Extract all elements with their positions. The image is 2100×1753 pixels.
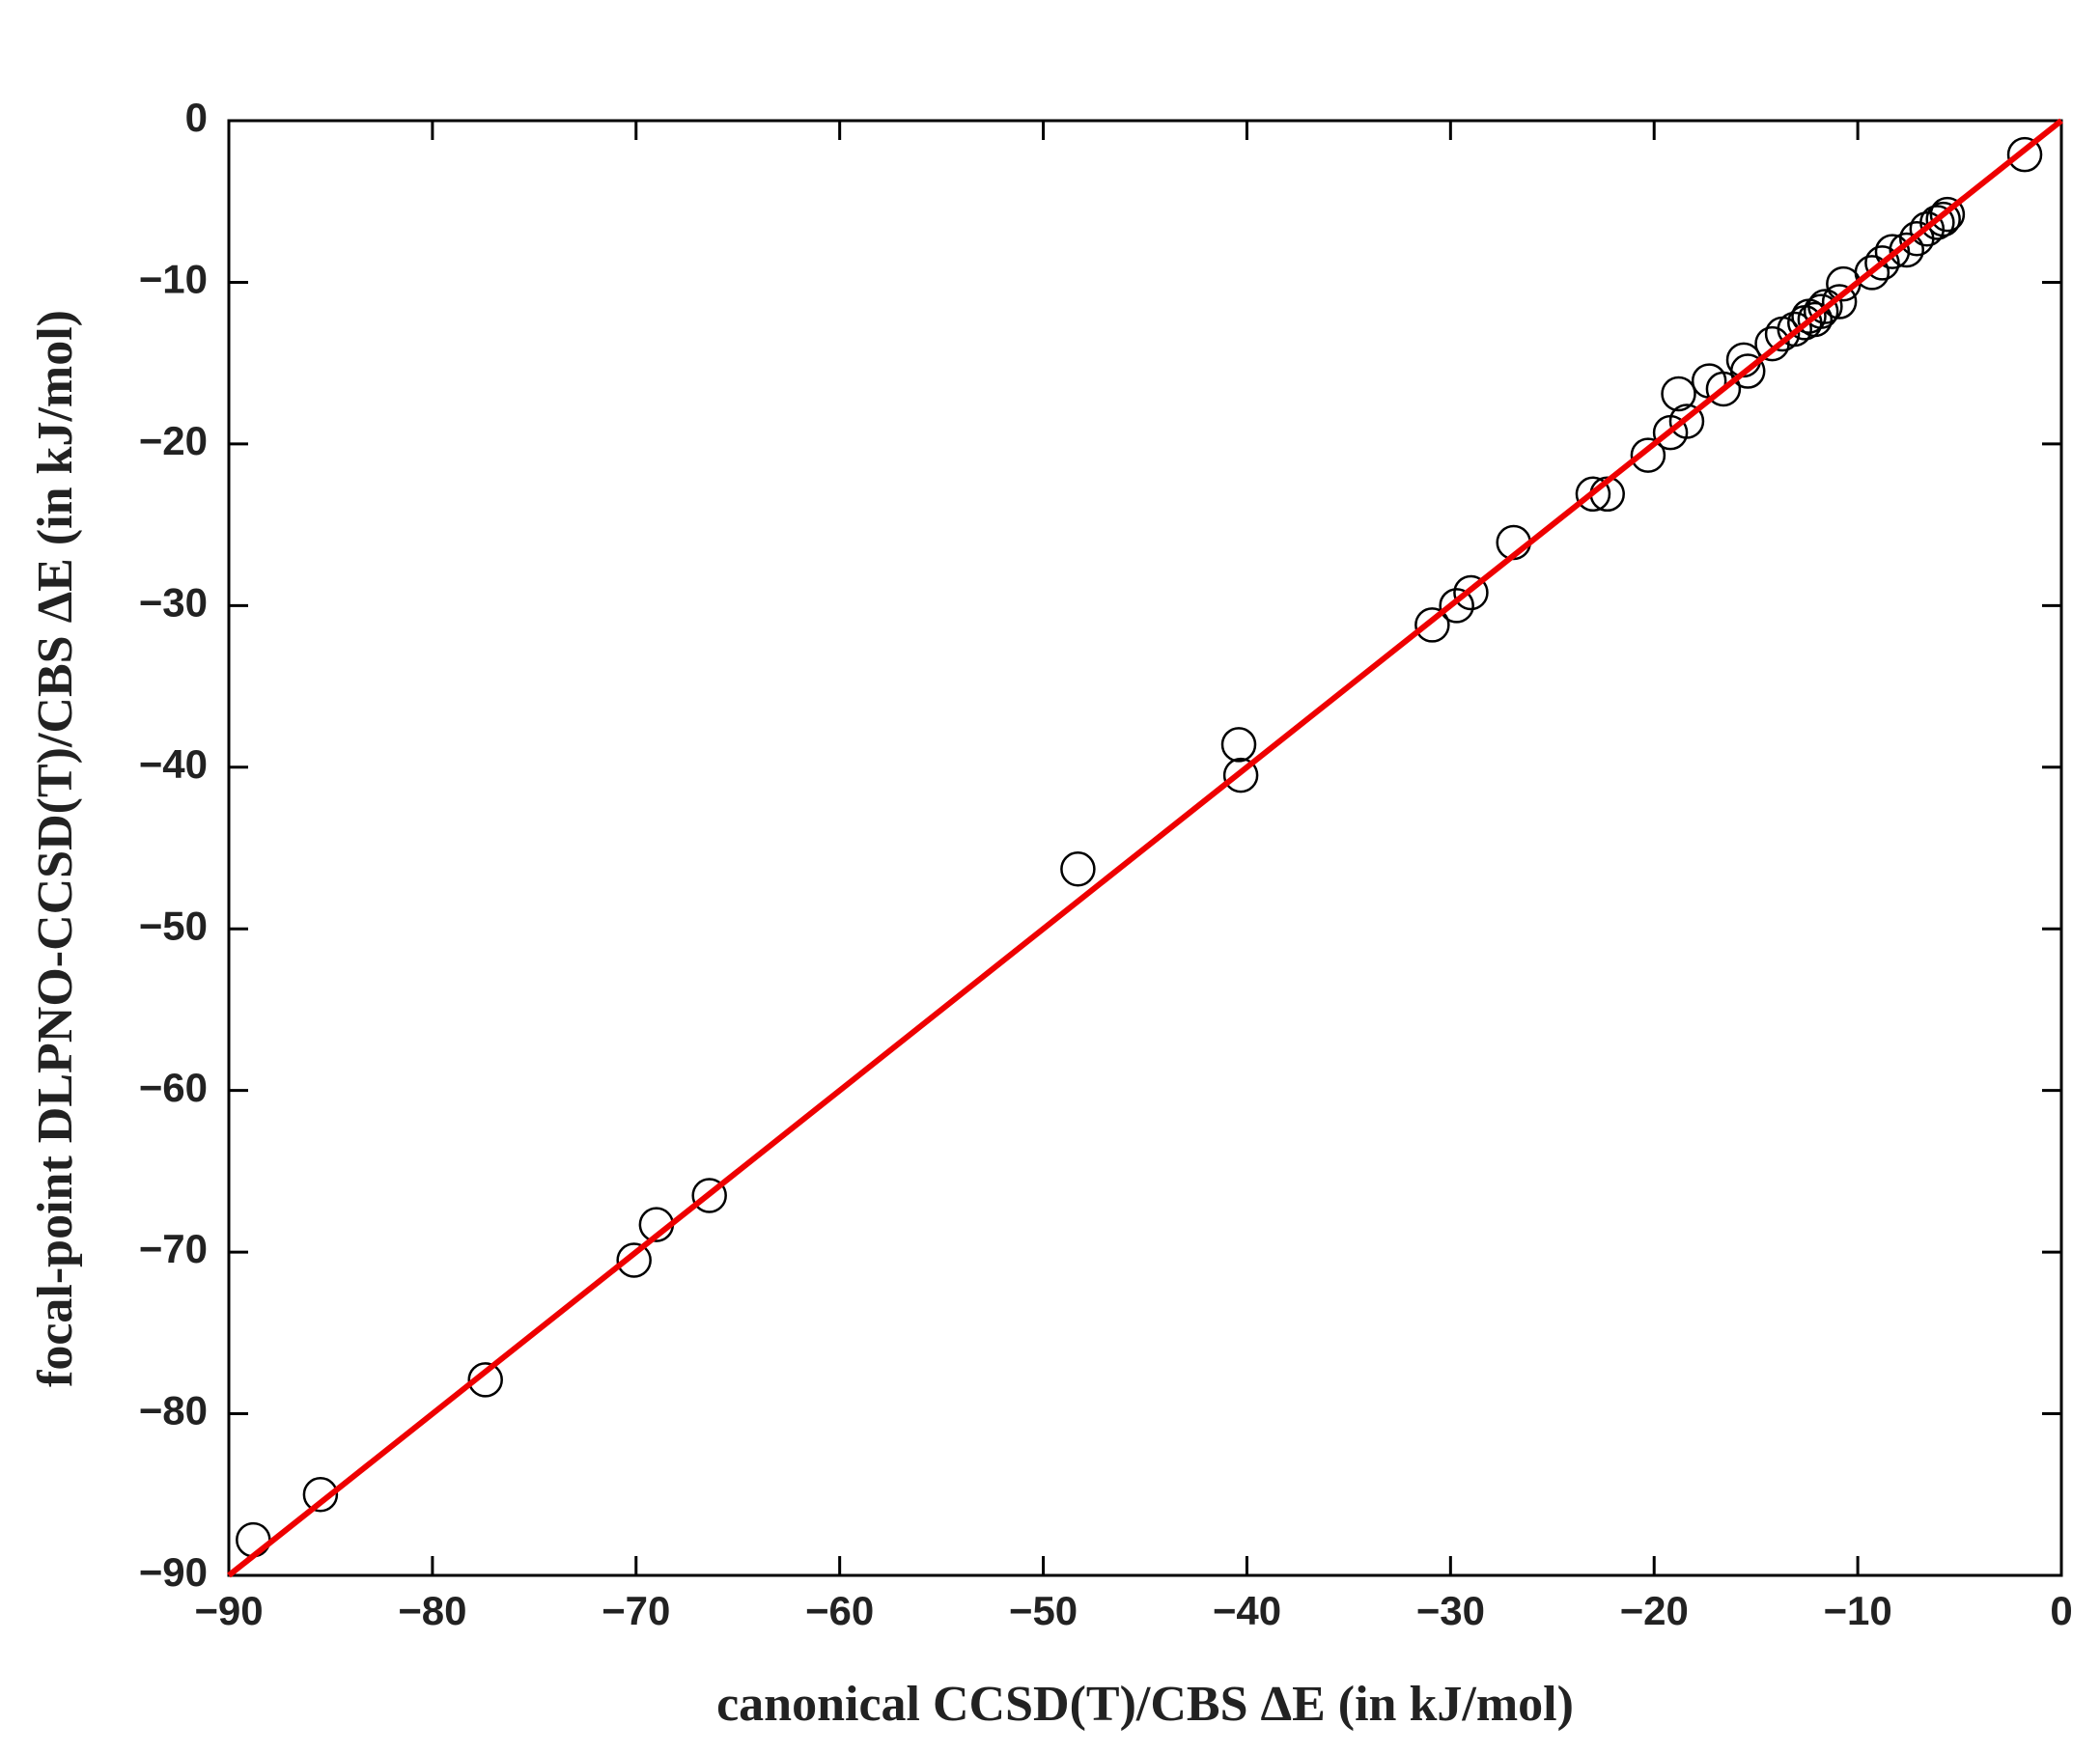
point [1060, 851, 1096, 887]
point [1803, 293, 1839, 329]
x-tick-label: −90 [194, 1588, 263, 1633]
point [1807, 289, 1843, 324]
x-tick-label: −50 [1009, 1588, 1078, 1633]
x-tick-label: −20 [1620, 1588, 1689, 1633]
plot-frame [227, 119, 2063, 1577]
point [1889, 232, 1924, 268]
y-tick-label: −50 [139, 903, 208, 948]
point [1414, 607, 1450, 643]
point [1220, 727, 1257, 763]
point [1797, 301, 1834, 338]
point [467, 1362, 503, 1398]
point [1929, 196, 1966, 233]
x-tick-label: −30 [1416, 1588, 1485, 1633]
y-tick-label: −40 [139, 741, 208, 787]
x-axis-label: canonical CCSD(T)/CBS ΔE (in kJ/mol) [716, 1677, 1574, 1732]
y-tick-label: −60 [139, 1065, 208, 1110]
point [1821, 284, 1858, 320]
point [302, 1477, 339, 1513]
diagonal-line [227, 118, 2063, 1578]
point [1439, 588, 1474, 624]
point [1705, 371, 1742, 407]
point [1874, 234, 1911, 269]
x-tick-label: −70 [602, 1588, 670, 1633]
point [1661, 376, 1696, 412]
y-tick-label: −30 [139, 579, 208, 625]
point [1919, 205, 1955, 240]
y-tick-label: −70 [139, 1226, 208, 1271]
x-tick-label: −80 [398, 1588, 466, 1633]
x-tick-label: −60 [805, 1588, 874, 1633]
y-tick-label: −80 [139, 1388, 208, 1433]
point [1864, 245, 1900, 281]
y-tick-label: −20 [139, 418, 208, 463]
point [1630, 437, 1666, 473]
x-tick-label: −10 [1823, 1588, 1891, 1633]
point [691, 1178, 727, 1213]
point [2006, 136, 2043, 173]
x-tick-label: −40 [1213, 1588, 1281, 1633]
y-tick-label: 0 [185, 95, 208, 140]
x-tick-label: 0 [2050, 1588, 2072, 1633]
point [616, 1242, 652, 1278]
point [1777, 311, 1812, 348]
point [236, 1521, 271, 1558]
point [1222, 757, 1259, 793]
point [1925, 201, 1961, 237]
y-tick-label: −90 [139, 1549, 208, 1595]
point [1453, 574, 1489, 611]
point [1668, 403, 1705, 439]
point [1729, 353, 1766, 389]
y-tick-label: −10 [139, 257, 208, 302]
point [1854, 255, 1890, 291]
y-axis-label: focal-point DLPNO-CCSD(T)/CBS ΔE (in kJ/… [28, 310, 83, 1387]
point [1575, 476, 1611, 513]
